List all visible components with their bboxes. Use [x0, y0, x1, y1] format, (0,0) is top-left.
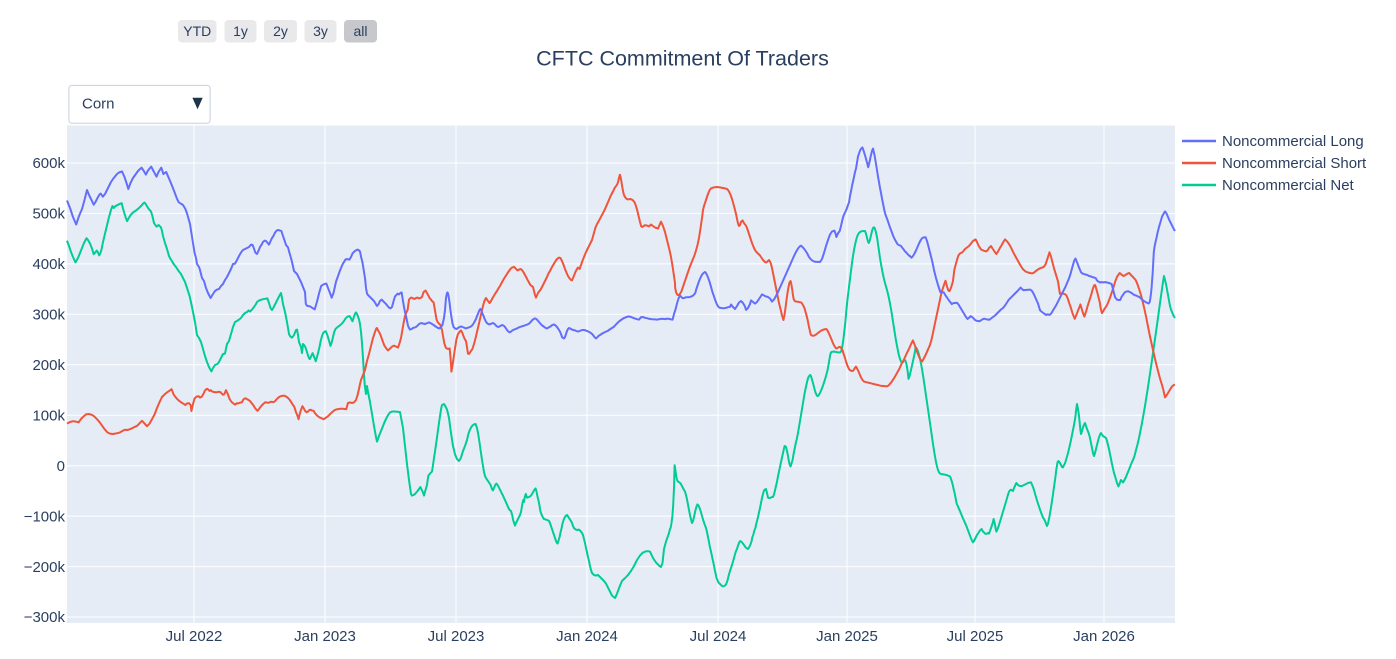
svg-text:YTD: YTD [183, 23, 211, 39]
svg-text:400k: 400k [32, 256, 65, 273]
svg-text:Jan 2025: Jan 2025 [816, 628, 878, 645]
svg-text:Jul 2025: Jul 2025 [947, 628, 1004, 645]
svg-text:Jan 2023: Jan 2023 [294, 628, 356, 645]
svg-text:CFTC Commitment Of Traders: CFTC Commitment Of Traders [536, 47, 829, 71]
svg-text:Jan 2026: Jan 2026 [1073, 628, 1135, 645]
svg-text:100k: 100k [32, 407, 65, 424]
svg-text:−200k: −200k [24, 559, 66, 576]
svg-text:Noncommercial Net: Noncommercial Net [1222, 177, 1355, 194]
svg-text:Corn: Corn [82, 96, 115, 113]
svg-text:Jul 2023: Jul 2023 [428, 628, 485, 645]
svg-text:500k: 500k [32, 206, 65, 223]
svg-text:Noncommercial Long: Noncommercial Long [1222, 133, 1364, 150]
svg-text:Jul 2024: Jul 2024 [690, 628, 747, 645]
svg-text:−300k: −300k [24, 609, 66, 626]
svg-text:1y: 1y [233, 23, 248, 39]
svg-text:300k: 300k [32, 307, 65, 324]
svg-text:200k: 200k [32, 357, 65, 374]
svg-text:−100k: −100k [24, 508, 66, 525]
svg-text:600k: 600k [32, 155, 65, 172]
svg-text:Jan 2024: Jan 2024 [556, 628, 618, 645]
svg-text:0: 0 [57, 458, 65, 475]
svg-text:Noncommercial Short: Noncommercial Short [1222, 155, 1367, 172]
svg-text:Jul 2022: Jul 2022 [166, 628, 223, 645]
svg-text:all: all [353, 23, 367, 39]
svg-text:2y: 2y [273, 23, 288, 39]
svg-text:3y: 3y [313, 23, 328, 39]
